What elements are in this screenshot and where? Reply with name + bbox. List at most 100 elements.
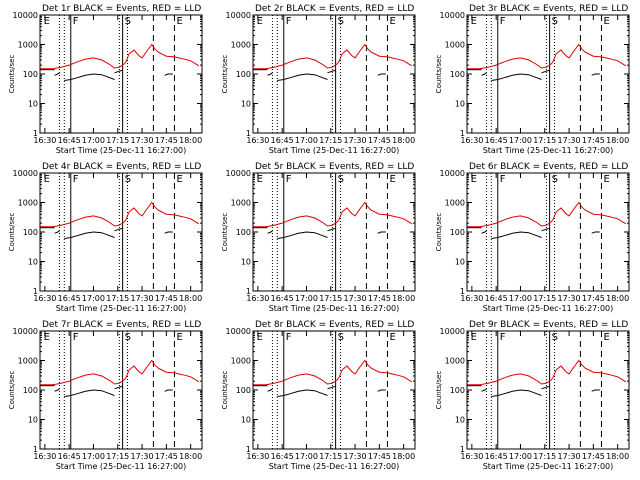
x-axis-label: Start Time (25-Dec-11 16:27:00) [56, 462, 187, 471]
x-axis-label: Start Time (25-Dec-11 16:27:00) [269, 146, 400, 155]
x-tick-label: 18:00 [179, 136, 202, 145]
series-events-line [491, 231, 542, 239]
panel-title: Det 8r BLACK = Events, RED = LLD [255, 320, 414, 330]
series-events-line [267, 72, 273, 76]
series-events-line [164, 73, 173, 76]
y-tick-label: 10000 [226, 327, 251, 336]
series-events-line [591, 73, 600, 76]
marker-letter: S [552, 174, 558, 185]
y-tick-label: 1 [246, 129, 251, 138]
x-tick-label: 17:45 [155, 294, 178, 303]
marker-letter: F [286, 332, 292, 343]
x-tick-label: 16:45 [271, 452, 294, 461]
y-tick-label: 100 [23, 228, 38, 237]
series-events-line [481, 72, 487, 76]
y-axis-label: Counts/sec [221, 213, 229, 252]
y-tick-label: 100 [236, 386, 251, 395]
x-tick-label: 16:30 [460, 452, 483, 461]
x-tick-label: 16:45 [485, 136, 508, 145]
x-tick-label: 16:30 [33, 136, 56, 145]
y-axis-label: Counts/sec [435, 371, 443, 410]
series-events-line [114, 386, 123, 390]
series-events-line [481, 388, 487, 392]
plot-frame [39, 14, 203, 134]
marker-letter: E [176, 16, 182, 27]
marker-letter: F [286, 16, 292, 27]
series-events-line [54, 72, 60, 76]
series-events-line [277, 389, 328, 397]
x-tick-label: 16:45 [271, 136, 294, 145]
x-axis-label: Start Time (25-Dec-11 16:27:00) [483, 146, 614, 155]
panel-title: Det 3r BLACK = Events, RED = LLD [469, 4, 628, 14]
x-tick-label: 18:00 [392, 452, 415, 461]
y-tick-label: 10000 [226, 11, 251, 20]
y-tick-label: 10 [241, 100, 251, 109]
panel-title: Det 5r BLACK = Events, RED = LLD [255, 162, 414, 172]
series-lld-line [40, 43, 200, 70]
series-events-line [481, 230, 487, 234]
marker-letter: E [471, 174, 477, 185]
x-tick-label: 17:15 [106, 294, 129, 303]
marker-letter: E [44, 174, 50, 185]
marker-letter: E [471, 16, 477, 27]
x-tick-label: 17:30 [558, 452, 581, 461]
x-tick-label: 17:45 [368, 136, 391, 145]
x-tick-label: 18:00 [392, 294, 415, 303]
x-axis-label: Start Time (25-Dec-11 16:27:00) [483, 462, 614, 471]
x-tick-label: 17:30 [344, 294, 367, 303]
series-events-line [164, 389, 173, 392]
x-tick-label: 17:45 [368, 452, 391, 461]
series-events-line [591, 231, 600, 234]
y-tick-label: 10 [241, 416, 251, 425]
series-lld-line [467, 201, 627, 228]
series-events-line [114, 228, 123, 232]
y-tick-label: 1000 [231, 199, 251, 208]
x-tick-label: 17:15 [533, 452, 556, 461]
series-events-line [541, 70, 550, 74]
x-axis-label: Start Time (25-Dec-11 16:27:00) [269, 462, 400, 471]
y-tick-label: 1 [33, 445, 38, 454]
series-events-line [164, 231, 173, 234]
y-axis-label: Counts/sec [435, 213, 443, 252]
x-tick-label: 16:30 [246, 294, 269, 303]
marker-letter: E [471, 332, 477, 343]
plot-frame [466, 172, 630, 292]
series-events-line [64, 231, 115, 239]
panel-8: Det 8r BLACK = Events, RED = LLD E F S E 1 10 1… [221, 320, 416, 471]
series-lld-line [253, 359, 413, 386]
panel-title: Det 6r BLACK = Events, RED = LLD [469, 162, 628, 172]
x-axis-label: Start Time (25-Dec-11 16:27:00) [56, 304, 187, 313]
plot-frame [466, 330, 630, 450]
marker-letter: S [552, 16, 558, 27]
y-tick-label: 10000 [440, 169, 465, 178]
marker-letter: E [44, 332, 50, 343]
x-tick-label: 17:15 [319, 294, 342, 303]
y-tick-label: 1 [33, 287, 38, 296]
series-lld-line [467, 43, 627, 70]
marker-letter: F [286, 174, 292, 185]
marker-letter: E [389, 332, 395, 343]
x-tick-label: 18:00 [606, 294, 629, 303]
x-tick-label: 18:00 [392, 136, 415, 145]
series-lld-line [40, 359, 200, 386]
plot-frame [39, 330, 203, 450]
x-tick-label: 17:15 [106, 452, 129, 461]
y-tick-label: 10 [455, 416, 465, 425]
y-tick-label: 1000 [18, 357, 38, 366]
series-events-line [277, 73, 328, 81]
x-tick-label: 17:15 [106, 136, 129, 145]
y-axis-label: Counts/sec [221, 55, 229, 94]
panel-1: Det 1r BLACK = Events, RED = LLD E F S E 1 10 1… [8, 4, 203, 155]
plot-frame [39, 172, 203, 292]
series-events-line [377, 73, 386, 76]
panel-4: Det 4r BLACK = Events, RED = LLD E F S E 1 10 1… [8, 162, 203, 313]
marker-letter: F [73, 332, 79, 343]
marker-letter: S [338, 332, 344, 343]
marker-letter: S [125, 332, 131, 343]
marker-letter: S [552, 332, 558, 343]
y-axis-label: Counts/sec [8, 371, 16, 410]
x-tick-label: 18:00 [606, 452, 629, 461]
x-tick-label: 17:45 [582, 294, 605, 303]
x-tick-label: 17:15 [319, 452, 342, 461]
marker-letter: F [73, 16, 79, 27]
